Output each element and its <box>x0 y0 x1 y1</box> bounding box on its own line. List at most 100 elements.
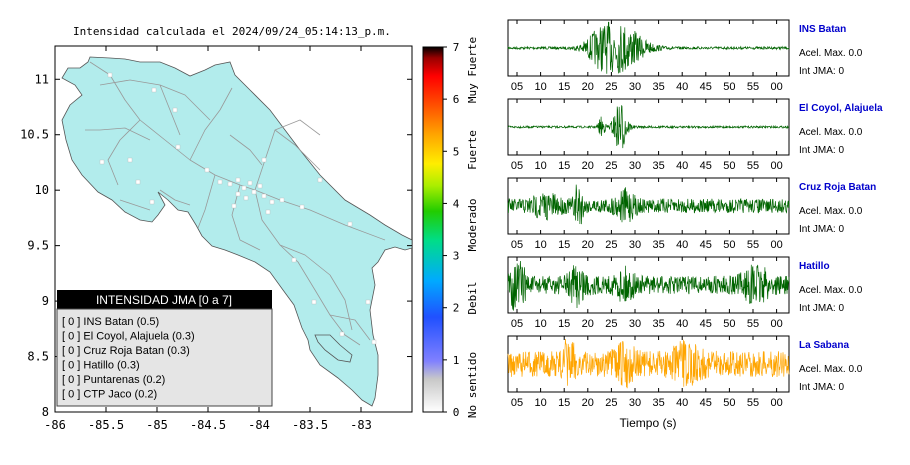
legend-item: [ 0 ] CTP Jaco (0.2) <box>62 389 157 401</box>
station-int-jma: Int JMA: 0 <box>799 382 844 393</box>
station-int-jma: Int JMA: 0 <box>799 145 844 156</box>
station-markers <box>99 72 377 345</box>
station-acel-max: Acel. Max. 0.0 <box>799 364 863 375</box>
station-name: El Coyol, Alajuela <box>799 103 883 114</box>
colorbar-gradient <box>422 46 444 413</box>
waveform-trace <box>507 184 790 225</box>
legend-items: [ 0 ] INS Batan (0.5) [ 0 ] El Coyol, Ala… <box>62 316 195 401</box>
map-ytick-label: 9 <box>42 294 49 308</box>
seismogram-tick-label: 50 <box>723 397 735 409</box>
waveform-trace <box>507 105 790 149</box>
legend-item: [ 0 ] El Coyol, Alajuela (0.3) <box>62 331 195 343</box>
colorbar-category-label: Muy Fuerte <box>466 37 479 103</box>
seismogram-tick-label: 15 <box>558 397 570 409</box>
seismogram-tick-label: 45 <box>700 160 712 172</box>
map-ytick-label: 8 <box>42 405 49 419</box>
seismogram-tick-label: 30 <box>629 318 641 330</box>
seismogram-tick-label: 20 <box>582 397 594 409</box>
seismogram-tick-label: 05 <box>511 397 523 409</box>
intensity-legend: INTENSIDAD JMA [0 a 7] [ 0 ] INS Batan (… <box>56 290 273 407</box>
seismogram-tick-label: 55 <box>747 81 759 93</box>
seismogram-tick-label: 15 <box>558 160 570 172</box>
waveform-trace <box>507 21 790 74</box>
map-xtick-label: -84 <box>248 418 270 432</box>
seismogram-tick-label: 40 <box>676 397 688 409</box>
seismogram-tick-label: 35 <box>652 397 664 409</box>
seismograms: 05 10 15 20 25 30 35 40 45 50 55 00 INS Batan Acel. M… <box>507 19 883 409</box>
colorbar-labels: No sentido Debil Moderado Fuerte Muy Fuerte <box>466 37 479 418</box>
colorbar-tick-label: 0 <box>453 406 460 419</box>
seismogram-tick-label: 20 <box>582 81 594 93</box>
station-acel-max: Acel. Max. 0.0 <box>799 206 863 217</box>
map-xtick-label: -85 <box>146 418 168 432</box>
seismogram-tick-label: 05 <box>511 239 523 251</box>
colorbar-tick-label: 3 <box>453 250 460 263</box>
osa-peninsula <box>314 334 353 363</box>
seismogram-tick-label: 45 <box>700 81 712 93</box>
legend-item: [ 0 ] Puntarenas (0.2) <box>62 374 165 386</box>
legend-item: [ 0 ] INS Batan (0.5) <box>62 316 159 328</box>
station-name: INS Batan <box>799 24 846 35</box>
colorbar-category-label: Fuerte <box>466 130 479 170</box>
seismogram-panel: 05 10 15 20 25 30 35 40 45 50 55 00 Hatillo Acel. Max… <box>507 256 863 330</box>
map-ytick-label: 10 <box>35 183 49 197</box>
station-name: Cruz Roja Batan <box>799 182 876 193</box>
map-xtick-label: -83.5 <box>292 418 328 432</box>
seismogram-tick-label: 45 <box>700 239 712 251</box>
seismogram-tick-label: 10 <box>534 81 546 93</box>
seismogram-tick-label: 35 <box>652 318 664 330</box>
seismogram-tick-label: 30 <box>629 397 641 409</box>
map-area <box>61 56 412 407</box>
map-xtick-label: -86 <box>44 418 66 432</box>
seismogram-tick-label: 00 <box>770 160 782 172</box>
colorbar-category-label: No sentido <box>466 352 479 418</box>
seismogram-tick-label: 35 <box>652 239 664 251</box>
seismogram-frame <box>507 256 790 314</box>
station-acel-max: Acel. Max. 0.0 <box>799 127 863 138</box>
map-title: Intensidad calculada el 2024/09/24_05:14… <box>73 25 391 38</box>
waveform-trace <box>507 260 790 311</box>
seismogram-tick-label: 15 <box>558 239 570 251</box>
road-network <box>85 61 386 346</box>
seismogram-tick-label: 35 <box>652 81 664 93</box>
seismogram-tick-label: 15 <box>558 81 570 93</box>
legend-title: INTENSIDAD JMA [0 a 7] <box>96 293 232 307</box>
seismogram-tick-label: 55 <box>747 318 759 330</box>
map-xtick-label: -84.5 <box>190 418 226 432</box>
seismogram-tick-label: 10 <box>534 239 546 251</box>
seismogram-tick-label: 20 <box>582 239 594 251</box>
seismogram-tick-label: 50 <box>723 160 735 172</box>
seismogram-tick-label: 55 <box>747 160 759 172</box>
seismogram-tick-label: 00 <box>770 397 782 409</box>
map-ytick-label: 8.5 <box>27 350 49 364</box>
seismogram-tick-label: 40 <box>676 81 688 93</box>
seismogram-tick-label: 25 <box>605 239 617 251</box>
seismogram-tick-label: 55 <box>747 239 759 251</box>
map-ytick-label: 11 <box>35 72 49 86</box>
station-acel-max: Acel. Max. 0.0 <box>799 285 863 296</box>
seismogram-tick-label: 35 <box>652 160 664 172</box>
seismogram-tick-label: 50 <box>723 318 735 330</box>
seismogram-tick-label: 30 <box>629 81 641 93</box>
seismogram-tick-label: 50 <box>723 239 735 251</box>
colorbar: 0 1 2 3 4 5 6 7 No sentido Debil Moderado Fuerte Mu… <box>422 37 479 419</box>
legend-item: [ 0 ] Hatillo (0.3) <box>62 360 140 372</box>
legend-item: [ 0 ] Cruz Roja Batan (0.3) <box>62 345 190 357</box>
seismogram-tick-label: 55 <box>747 397 759 409</box>
seismogram-panel: 05 10 15 20 25 30 35 40 45 50 55 00 INS Batan Acel. M… <box>507 19 863 93</box>
station-int-jma: Int JMA: 0 <box>799 66 844 77</box>
seismogram-tick-label: 10 <box>534 160 546 172</box>
seismogram-tick-label: 15 <box>558 318 570 330</box>
station-name: La Sabana <box>799 340 849 351</box>
colorbar-ticks: 0 1 2 3 4 5 6 7 <box>443 41 460 419</box>
seismogram-panel: 05 10 15 20 25 30 35 40 45 50 55 00 Cruz Roja Batan A… <box>507 177 876 251</box>
time-axis-label: Tiempo (s) <box>620 416 677 430</box>
seismogram-panel: 05 10 15 20 25 30 35 40 45 50 55 00 La Sabana Acel. M… <box>507 335 863 409</box>
seismogram-tick-label: 05 <box>511 81 523 93</box>
seismogram-tick-label: 05 <box>511 318 523 330</box>
map-axes: -86 -85.5 -85 -84.5 -84 -83.5 -83 8 8.5 9 9.5 10 10.… <box>20 46 412 432</box>
station-acel-max: Acel. Max. 0.0 <box>799 48 863 59</box>
seismogram-panel: 05 10 15 20 25 30 35 40 45 50 55 00 El Coyol, Alajue… <box>507 98 883 172</box>
seismogram-tick-label: 00 <box>770 81 782 93</box>
